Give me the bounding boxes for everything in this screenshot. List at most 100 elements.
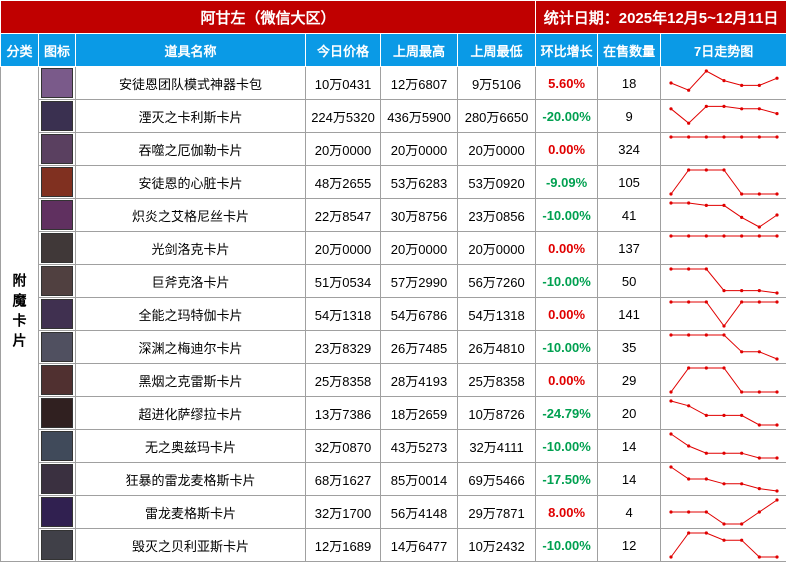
today-price: 10万0431 bbox=[305, 66, 381, 100]
trend-point bbox=[687, 234, 691, 238]
item-name: 安徒恩的心脏卡片 bbox=[75, 165, 306, 199]
trend-point bbox=[740, 482, 744, 486]
count: 105 bbox=[597, 165, 662, 199]
trend-line bbox=[670, 105, 778, 124]
item-name: 安徒恩团队模式神器卡包 bbox=[75, 66, 306, 100]
trend-point bbox=[704, 413, 709, 417]
trend-point bbox=[687, 531, 691, 535]
trend-point bbox=[757, 350, 762, 354]
trend-point bbox=[757, 510, 762, 514]
week-low: 20万0000 bbox=[456, 231, 537, 265]
change: -20.00% bbox=[535, 99, 599, 133]
today-price: 22万8547 bbox=[305, 198, 381, 232]
change: 8.00% bbox=[535, 495, 599, 529]
trend-point bbox=[775, 357, 779, 361]
item-name: 巨斧克洛卡片 bbox=[75, 264, 306, 298]
week-low: 53万0920 bbox=[456, 165, 537, 199]
trend-cell bbox=[660, 462, 786, 496]
item-name: 深渊之梅迪尔卡片 bbox=[75, 330, 306, 364]
week-low: 26万4810 bbox=[456, 330, 537, 364]
trend-point bbox=[740, 451, 744, 455]
trend-point bbox=[669, 399, 673, 403]
trend-point bbox=[722, 482, 726, 486]
trend-point bbox=[704, 104, 709, 108]
trend-point bbox=[669, 390, 673, 394]
icon-cell bbox=[38, 66, 76, 100]
trend-point bbox=[704, 451, 709, 455]
week-high: 436万5900 bbox=[380, 99, 458, 133]
trend-point bbox=[740, 215, 744, 219]
count: 50 bbox=[597, 264, 662, 298]
column-header: 7日走势图 bbox=[660, 33, 786, 67]
trend-point bbox=[722, 168, 726, 172]
week-high: 53万6283 bbox=[380, 165, 458, 199]
trend-point bbox=[740, 413, 744, 417]
item-name: 光剑洛克卡片 bbox=[75, 231, 306, 265]
table-row: 巨斧克洛卡片 51万0534 57万2990 56万7260 -10.00% 50 bbox=[1, 264, 786, 298]
count: 9 bbox=[597, 99, 662, 133]
change: -24.79% bbox=[535, 396, 599, 430]
trend-point bbox=[687, 201, 691, 205]
category-cell: 附魔卡片 bbox=[0, 66, 39, 562]
trend-point bbox=[687, 477, 691, 481]
sparkline bbox=[669, 201, 779, 229]
item-icon bbox=[41, 101, 73, 131]
week-low: 9万5106 bbox=[456, 66, 537, 100]
trend-cell bbox=[660, 99, 786, 133]
today-price: 12万1689 bbox=[305, 528, 381, 562]
week-high: 14万6477 bbox=[380, 528, 458, 562]
week-high: 56万4148 bbox=[380, 495, 458, 529]
item-name: 超进化萨缪拉卡片 bbox=[75, 396, 306, 430]
week-low: 69万5466 bbox=[456, 462, 537, 496]
sparkline bbox=[669, 465, 779, 493]
trend-point bbox=[704, 168, 709, 172]
trend-point bbox=[722, 324, 726, 328]
today-price: 25万8358 bbox=[305, 363, 381, 397]
trend-point bbox=[757, 390, 762, 394]
column-header: 环比增长 bbox=[535, 33, 599, 67]
table-row: 超进化萨缪拉卡片 13万7386 18万2659 10万8726 -24.79% 20 bbox=[1, 396, 786, 430]
icon-cell bbox=[38, 429, 76, 463]
icon-cell bbox=[38, 198, 76, 232]
change: -17.50% bbox=[535, 462, 599, 496]
table-row: 附魔卡片 安徒恩团队模式神器卡包 10万0431 12万6807 9万5106 5.60%… bbox=[0, 66, 786, 562]
trend-point bbox=[775, 423, 779, 427]
trend-point bbox=[722, 538, 726, 542]
item-icon bbox=[41, 398, 73, 428]
week-low: 23万0856 bbox=[456, 198, 537, 232]
sparkline bbox=[669, 104, 779, 125]
trend-line bbox=[671, 301, 778, 327]
week-low: 56万7260 bbox=[456, 264, 537, 298]
trend-point bbox=[757, 487, 762, 491]
trend-point bbox=[722, 135, 726, 139]
week-low: 54万1318 bbox=[456, 297, 537, 331]
trend-point bbox=[669, 465, 673, 469]
table-row: 深渊之梅迪尔卡片 23万8329 26万7485 26万4810 -10.00% 35 bbox=[1, 330, 786, 364]
trend-line bbox=[670, 466, 778, 492]
trend-line bbox=[670, 169, 778, 195]
trend-point bbox=[775, 76, 779, 80]
trend-point bbox=[757, 234, 762, 238]
icon-cell bbox=[38, 231, 76, 265]
table-row: 炽炎之艾格尼丝卡片 22万8547 30万8756 23万0856 -10.00% 41 bbox=[1, 198, 786, 232]
trend-point bbox=[757, 423, 762, 427]
count: 14 bbox=[597, 429, 662, 463]
trend-point bbox=[757, 289, 762, 293]
trend-point bbox=[669, 300, 673, 304]
trend-cell bbox=[660, 66, 786, 100]
icon-cell bbox=[38, 297, 76, 331]
icon-cell bbox=[38, 165, 76, 199]
item-icon bbox=[41, 530, 73, 560]
table-row: 无之奥兹玛卡片 32万0870 43万5273 32万4111 -10.00% 14 bbox=[1, 429, 786, 463]
item-name: 黑烟之克雷斯卡片 bbox=[75, 363, 306, 397]
sparkline bbox=[669, 69, 779, 92]
icon-cell bbox=[38, 462, 76, 496]
item-icon bbox=[41, 299, 73, 329]
trend-point bbox=[757, 456, 762, 460]
change: -10.00% bbox=[535, 264, 599, 298]
icon-cell bbox=[38, 264, 76, 298]
trend-point bbox=[722, 234, 726, 238]
week-high: 20万0000 bbox=[380, 132, 458, 166]
trend-point bbox=[687, 510, 691, 514]
item-name: 毁灭之贝利亚斯卡片 bbox=[75, 528, 306, 562]
